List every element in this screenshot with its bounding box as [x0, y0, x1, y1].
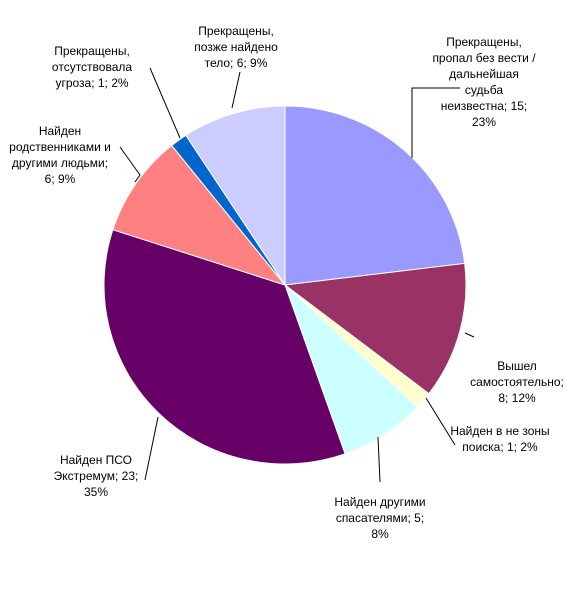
slice-label-1: Вышел самостоятельно; 8; 12%: [470, 359, 564, 405]
slice-label-line: самостоятельно;: [470, 375, 564, 389]
slice-label-line: тело; 6; 9%: [205, 56, 268, 70]
leader-line-5: [119, 146, 141, 183]
slice-label-line: 23%: [472, 115, 496, 129]
pie-slice-7: [185, 105, 286, 287]
slice-label-2: Найден в не зоны поиска; 1; 2%: [450, 424, 549, 454]
pie-slice-5: [112, 144, 287, 286]
slice-label-line: спасателями; 5;: [336, 511, 424, 525]
slice-label-line: другими людьми;: [12, 156, 108, 170]
slice-label-5: Найден родственниками и другими людьми; 6; …: [9, 124, 111, 186]
leader-line-0: [411, 87, 460, 158]
slice-label-line: Прекращены,: [54, 44, 130, 58]
slice-label-line: родственниками и: [9, 140, 111, 154]
leader-line-3: [377, 436, 381, 483]
slice-label-line: угроза; 1; 2%: [55, 76, 128, 90]
slice-label-line: неизвестна; 15;: [441, 99, 528, 113]
slice-label-7: Прекращены, позже найдено тело; 6; 9%: [194, 24, 278, 70]
slice-label-line: пропал без вести /: [432, 51, 536, 65]
slice-label-0: Прекращены, пропал без вести / дальнейшая с…: [432, 35, 536, 129]
leader-line-1: [464, 332, 475, 338]
slice-label-line: Найден другими: [334, 495, 425, 509]
pie-slice-0: [284, 105, 466, 286]
slice-label-line: 6; 9%: [45, 172, 76, 186]
slice-label-line: поиска; 1; 2%: [462, 440, 538, 454]
slice-label-line: Экстремум; 23;: [54, 469, 139, 483]
slice-label-4: Найден ПСО Экстремум; 23; 35%: [54, 453, 139, 499]
pie-slice-4: [103, 229, 346, 465]
slice-label-line: Найден: [39, 124, 81, 138]
slice-label-line: 8%: [371, 527, 389, 541]
leader-line-2: [425, 397, 456, 446]
slice-label-line: Прекращены,: [198, 24, 274, 38]
leader-line-7: [231, 71, 241, 109]
slice-label-3: Найден другими спасателями; 5; 8%: [334, 495, 425, 541]
slice-label-line: 8; 12%: [498, 391, 536, 405]
slice-label-line: 35%: [84, 485, 108, 499]
pie-slice-1: [283, 262, 467, 395]
slice-label-line: позже найдено: [194, 40, 278, 54]
slice-label-line: судьба: [465, 83, 503, 97]
slice-label-6: Прекращены, отсутствовала угроза; 1; 2%: [52, 44, 132, 90]
slice-label-line: Найден ПСО: [60, 453, 132, 467]
slice-label-line: Прекращены,: [446, 35, 522, 49]
leader-line-6: [149, 67, 181, 139]
slice-label-line: Найден в не зоны: [450, 424, 549, 438]
slice-label-line: дальнейшая: [449, 67, 519, 81]
leader-line-4: [144, 416, 159, 481]
slice-label-line: отсутствовала: [52, 60, 132, 74]
slice-label-line: Вышел: [497, 359, 537, 373]
